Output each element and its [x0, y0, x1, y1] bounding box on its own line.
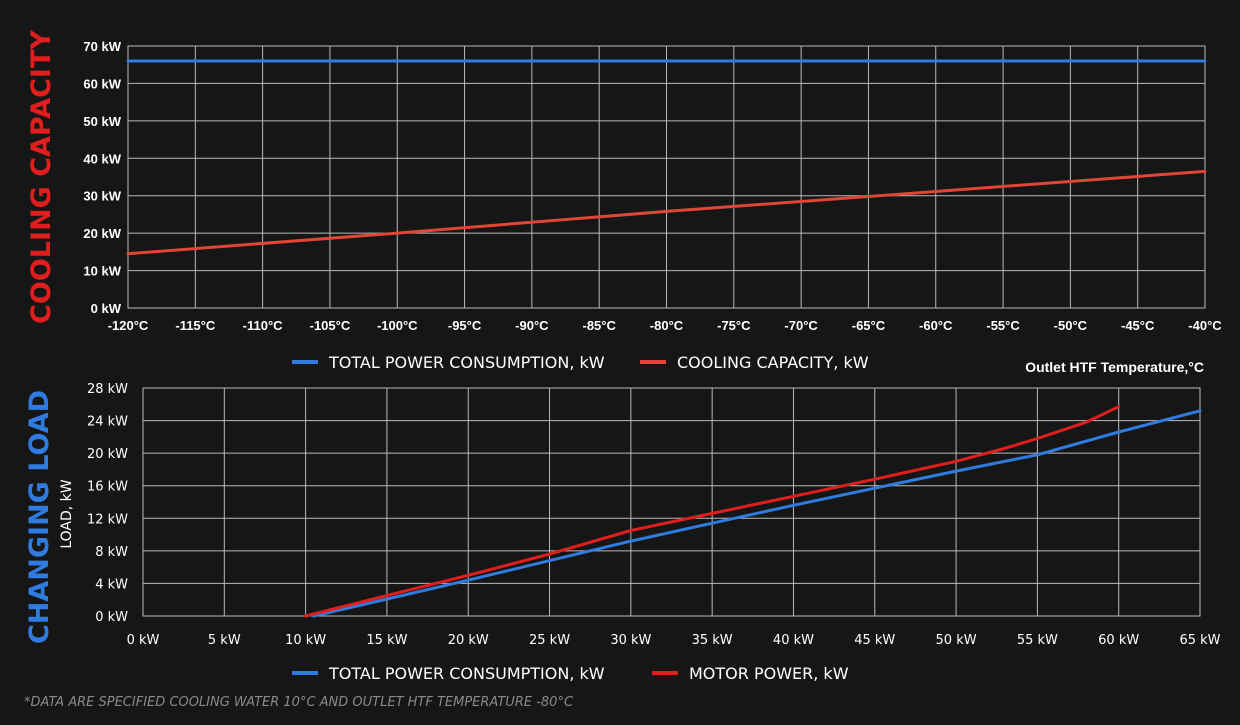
top-y-tick-label: 10 kW	[83, 264, 121, 279]
bottom-side-title: CHANGING LOAD	[24, 390, 55, 644]
footnote: *DATA ARE SPECIFIED COOLING WATER 10°C A…	[24, 695, 574, 710]
bottom-x-tick-label: 20 kW	[448, 633, 489, 648]
bottom-x-tick-label: 30 kW	[610, 633, 651, 648]
bottom-y-tick-label: 4 kW	[95, 577, 128, 592]
bottom-x-tick-label: 45 kW	[854, 633, 895, 648]
bottom-x-tick-label: 5 kW	[208, 633, 241, 648]
top-y-tick-label: 70 kW	[83, 39, 121, 54]
bottom-x-tick-label: 10 kW	[285, 633, 326, 648]
bottom-x-tick-label: 40 kW	[773, 633, 814, 648]
top-x-tick-label: -90°C	[515, 318, 549, 333]
top-y-tick-label: 0 kW	[91, 301, 122, 316]
top-x-tick-label: -50°C	[1054, 318, 1088, 333]
bottom-legend-label-2: MOTOR POWER, kW	[689, 664, 849, 683]
top-x-tick-label: -60°C	[919, 318, 953, 333]
bottom-x-tick-label: 15 kW	[366, 633, 407, 648]
top-y-tick-label: 60 kW	[83, 76, 121, 91]
bottom-y-tick-label: 8 kW	[95, 545, 128, 560]
bottom-x-tick-label: 60 kW	[1098, 633, 1139, 648]
top-x-tick-label: -100°C	[377, 318, 418, 333]
top-legend-label-2: COOLING CAPACITY, kW	[677, 353, 869, 372]
top-y-tick-label: 30 kW	[83, 189, 121, 204]
bottom-y-tick-label: 16 kW	[87, 480, 128, 495]
bottom-series-line-2	[304, 405, 1121, 618]
top-x-tick-label: -80°C	[650, 318, 684, 333]
bottom-x-tick-label: 55 kW	[1017, 633, 1058, 648]
top-legend-label-1: TOTAL POWER CONSUMPTION, kW	[328, 353, 605, 372]
bottom-series-line-1	[312, 409, 1202, 618]
top-y-tick-label: 20 kW	[83, 226, 121, 241]
top-x-tick-label: -40°C	[1188, 318, 1222, 333]
bottom-y-tick-label: 12 kW	[87, 512, 128, 527]
top-x-tick-label: -55°C	[986, 318, 1020, 333]
top-side-title: COOLING CAPACITY	[26, 30, 57, 324]
top-x-tick-label: -70°C	[784, 318, 818, 333]
top-x-tick-label: -110°C	[243, 318, 284, 333]
bottom-y-axis-label: LOAD, kW	[59, 479, 75, 548]
bottom-x-tick-label: 0 kW	[127, 633, 160, 648]
top-x-axis-note: Outlet HTF Temperature,°C	[1025, 359, 1204, 375]
top-x-tick-label: -120°C	[108, 318, 149, 333]
top-x-tick-label: -45°C	[1121, 318, 1155, 333]
bottom-x-tick-label: 25 kW	[529, 633, 570, 648]
bottom-legend-label-1: TOTAL POWER CONSUMPTION, kW	[328, 664, 605, 683]
top-x-tick-label: -75°C	[717, 318, 751, 333]
top-x-tick-label: -105°C	[310, 318, 351, 333]
top-x-tick-label: -65°C	[852, 318, 886, 333]
top-series-line-2	[126, 169, 1207, 256]
bottom-plot-frame	[142, 387, 1201, 617]
top-x-tick-label: -115°C	[175, 318, 216, 333]
top-y-tick-label: 40 kW	[83, 151, 121, 166]
bottom-x-tick-label: 50 kW	[936, 633, 977, 648]
top-x-tick-label: -95°C	[448, 318, 482, 333]
top-y-tick-label: 50 kW	[83, 114, 121, 129]
bottom-x-tick-label: 65 kW	[1179, 633, 1220, 648]
top-x-tick-label: -85°C	[582, 318, 616, 333]
bottom-y-tick-label: 0 kW	[95, 610, 128, 625]
bottom-x-tick-label: 35 kW	[692, 633, 733, 648]
bottom-y-tick-label: 24 kW	[87, 415, 128, 430]
bottom-y-tick-label: 20 kW	[87, 447, 128, 462]
bottom-y-tick-label: 28 kW	[87, 382, 128, 397]
